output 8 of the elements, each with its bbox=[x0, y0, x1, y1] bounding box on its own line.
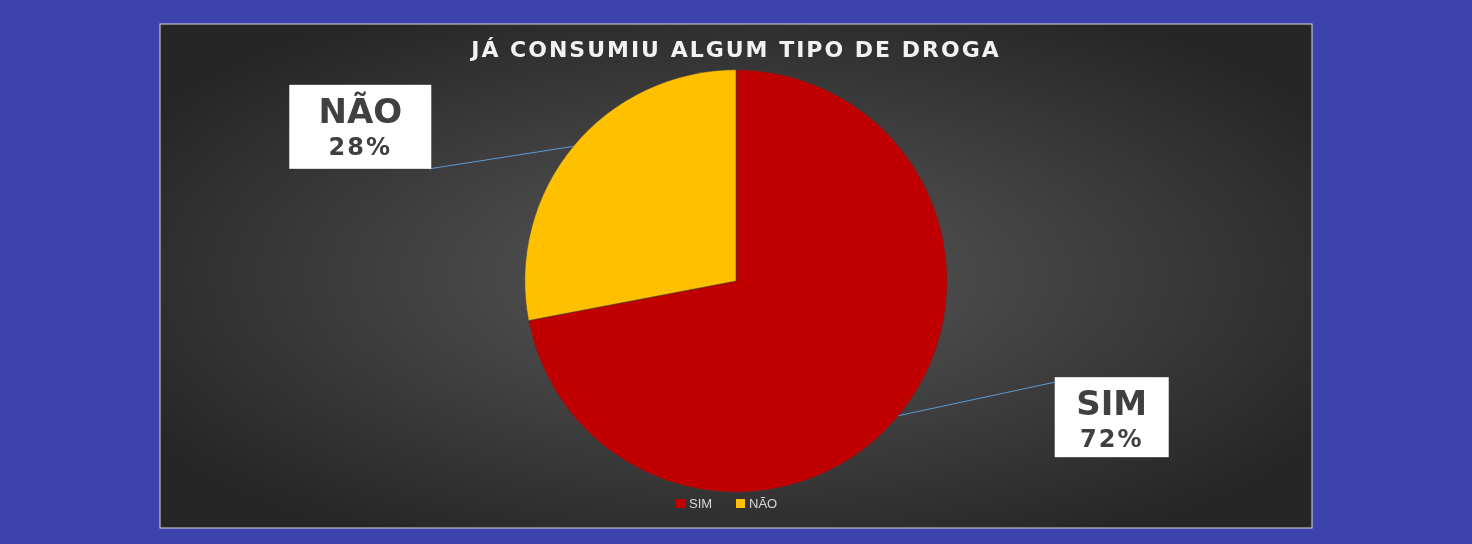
data-label: 72% bbox=[1080, 425, 1144, 454]
chart-title: JÁ CONSUMIU ALGUM TIPO DE DROGA bbox=[469, 37, 1001, 62]
data-label: 28% bbox=[328, 132, 392, 161]
legend-label: SIM bbox=[689, 496, 713, 511]
slice-label: NÃO bbox=[318, 90, 403, 131]
legend-label: NÃO bbox=[749, 496, 778, 511]
pie-slice bbox=[528, 69, 948, 493]
slice-label: SIM bbox=[1076, 383, 1148, 424]
